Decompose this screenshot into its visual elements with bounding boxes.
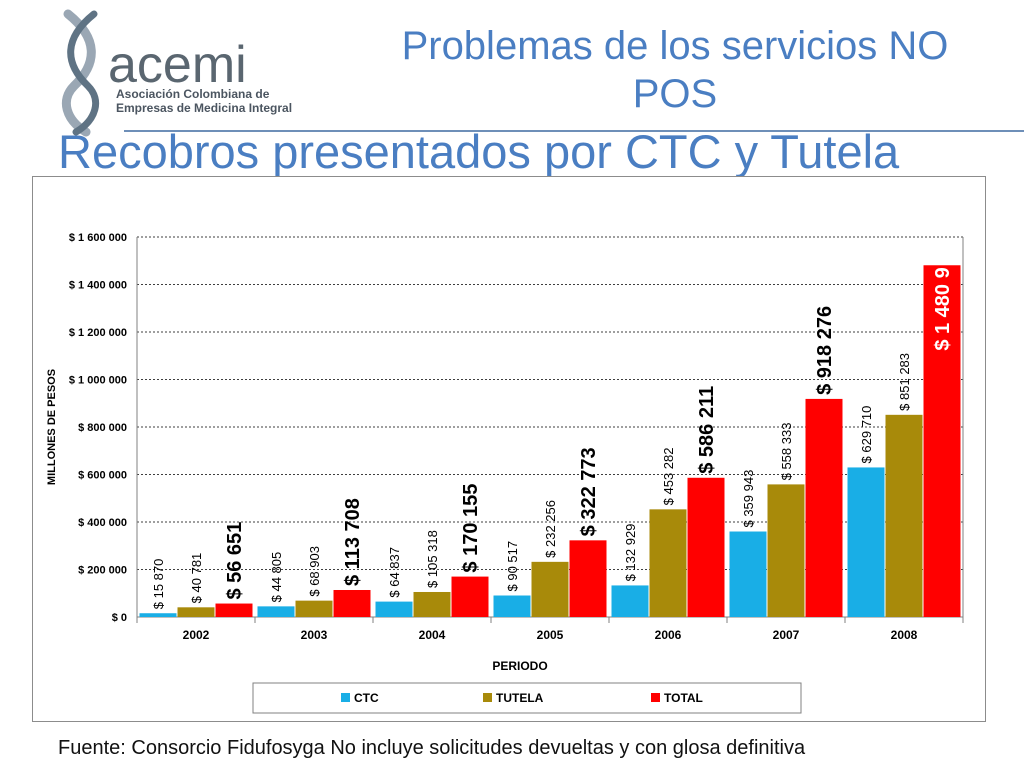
bar-total-2004: [451, 576, 489, 617]
data-label-ctc: $ 44 805: [269, 552, 284, 603]
bar-tutela-2007: [767, 484, 805, 617]
x-axis-title: PERIODO: [492, 659, 547, 673]
data-label-ctc: $ 132 929: [623, 524, 638, 582]
logo-tagline-1: Asociación Colombiana de: [116, 87, 270, 101]
x-tick-label: 2002: [183, 628, 210, 642]
bar-ctc-2005: [493, 595, 531, 617]
x-tick-label: 2007: [773, 628, 800, 642]
y-tick-label: $ 200 000: [78, 565, 127, 577]
legend-label-total: TOTAL: [664, 691, 703, 705]
data-label-ctc: $ 90 517: [505, 541, 520, 592]
title-divider: [124, 130, 1024, 132]
data-label-total: $ 1 480 9: [932, 267, 954, 350]
legend-label-ctc: CTC: [354, 691, 379, 705]
y-tick-label: $ 400 000: [78, 517, 127, 529]
bar-total-2002: [215, 603, 253, 617]
bar-ctc-2007: [729, 531, 767, 617]
data-label-tutela: $ 558 333: [779, 423, 794, 481]
x-tick-label: 2004: [419, 628, 446, 642]
logo-wordmark: acemi: [108, 36, 247, 94]
data-label-tutela: $ 453 282: [661, 448, 676, 506]
bar-total-2006: [687, 477, 725, 617]
bar-tutela-2003: [295, 600, 333, 617]
data-label-tutela: $ 851 283: [897, 353, 912, 411]
data-label-total: $ 918 276: [814, 306, 836, 395]
data-label-tutela: $ 40 781: [189, 553, 204, 604]
y-tick-label: $ 0: [112, 612, 127, 624]
data-label-tutela: $ 68 903: [307, 546, 322, 597]
bar-ctc-2006: [611, 585, 649, 617]
x-tick-label: 2006: [655, 628, 682, 642]
y-tick-label: $ 1 400 000: [69, 280, 127, 292]
bar-tutela-2004: [413, 591, 451, 617]
legend-swatch-tutela: [483, 693, 492, 702]
acemi-logo: acemi Asociación Colombiana de Empresas …: [58, 8, 298, 138]
bar-total-2007: [805, 398, 843, 617]
bar-tutela-2008: [885, 414, 923, 617]
bar-ctc-2002: [139, 613, 177, 617]
legend-swatch-total: [651, 693, 660, 702]
slide-title-line2: POS: [632, 72, 718, 116]
data-label-tutela: $ 105 318: [425, 530, 440, 588]
bar-tutela-2006: [649, 509, 687, 617]
data-label-ctc: $ 64 837: [387, 547, 402, 598]
bar-ctc-2003: [257, 606, 295, 617]
bar-ctc-2008: [847, 467, 885, 617]
data-label-ctc: $ 629 710: [859, 406, 874, 464]
bar-total-2003: [333, 589, 371, 617]
data-label-ctc: $ 15 870: [151, 559, 166, 610]
slide-title-line1: Problemas de los servicios NO: [401, 24, 949, 68]
bar-chart: $ 0 $ 200 000 $ 400 000 $ 600 000 $ 800 000 $…: [46, 232, 964, 714]
slide-subtitle: Recobros presentados por CTC y Tutela: [58, 125, 900, 178]
x-tick-label: 2008: [891, 628, 918, 642]
bar-tutela-2002: [177, 607, 215, 617]
y-tick-label: $ 1 000 000: [69, 375, 127, 387]
bar-tutela-2005: [531, 561, 569, 617]
y-tick-label: $ 1 200 000: [69, 327, 127, 339]
bar-total-2005: [569, 540, 607, 617]
data-label-total: $ 322 773: [578, 447, 600, 536]
slide-title: Problemas de los servicios NO POS: [340, 22, 1010, 118]
legend-label-tutela: TUTELA: [496, 691, 544, 705]
data-label-tutela: $ 232 256: [543, 500, 558, 558]
y-tick-label: $ 600 000: [78, 470, 127, 482]
legend-swatch-ctc: [341, 693, 350, 702]
data-label-total: $ 56 651: [224, 522, 246, 600]
data-label-ctc: $ 359 943: [741, 470, 756, 528]
chart-frame: $ 0 $ 200 000 $ 400 000 $ 600 000 $ 800 000 $…: [32, 176, 986, 722]
y-axis-title: MILLONES DE PESOS: [46, 369, 58, 485]
y-tick-label: $ 1 600 000: [69, 232, 127, 244]
bar-total-2008: [923, 265, 961, 617]
x-tick-label: 2005: [537, 628, 564, 642]
logo-tagline-2: Empresas de Medicina Integral: [116, 101, 292, 115]
bar-ctc-2004: [375, 601, 413, 617]
y-tick-label: $ 800 000: [78, 422, 127, 434]
x-tick-label: 2003: [301, 628, 328, 642]
data-label-total: $ 170 155: [460, 484, 482, 573]
data-label-total: $ 113 708: [342, 498, 364, 586]
data-label-total: $ 586 211: [696, 386, 718, 474]
source-footnote: Fuente: Consorcio Fidufosyga No incluye …: [58, 737, 806, 759]
